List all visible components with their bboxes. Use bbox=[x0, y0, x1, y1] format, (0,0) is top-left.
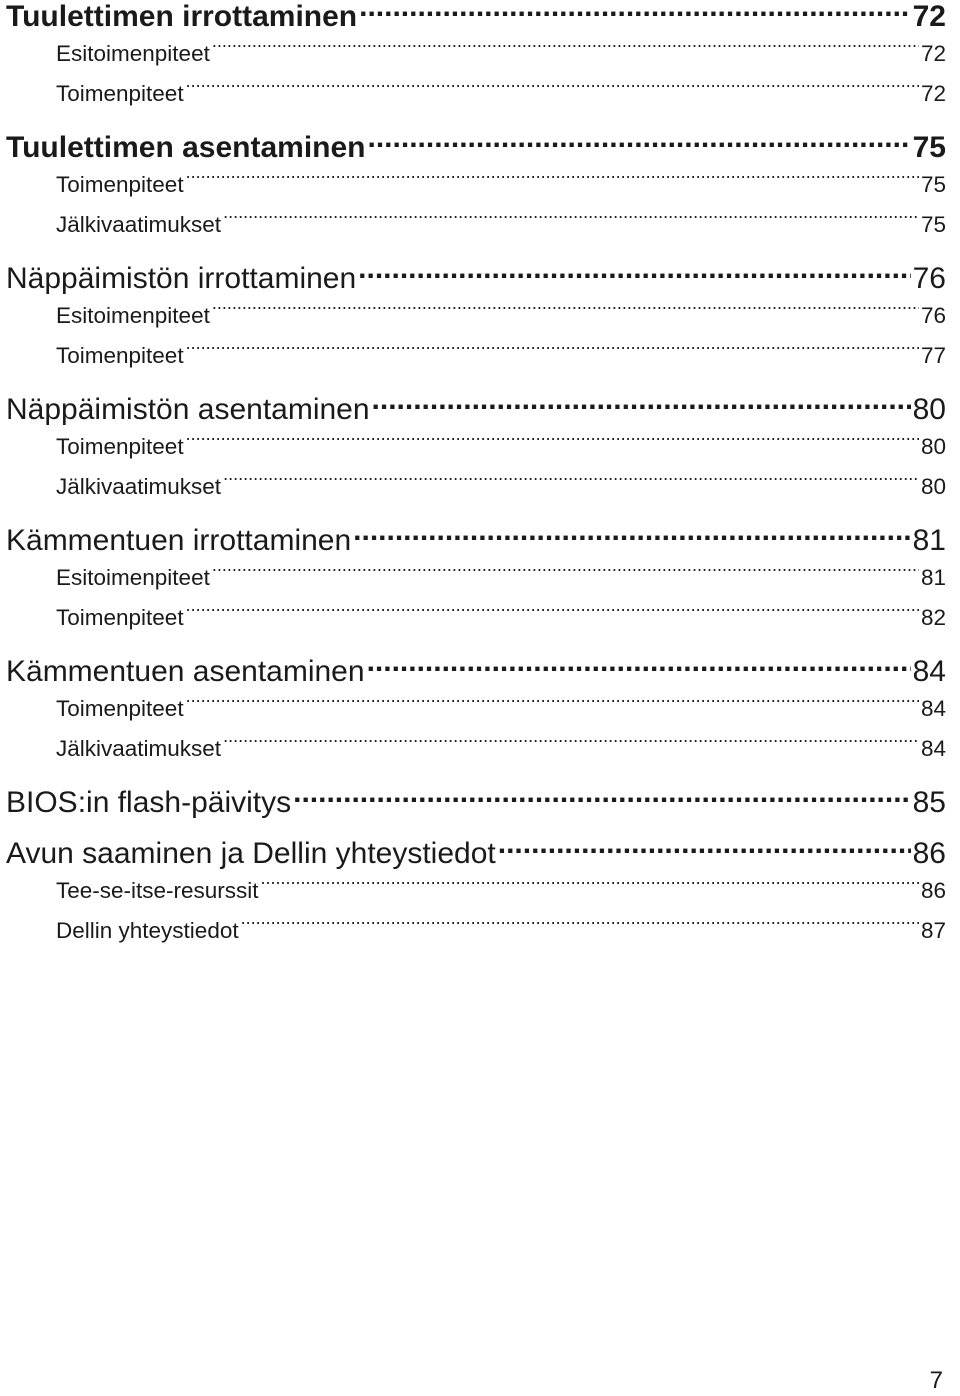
entry-page-number: 86 bbox=[920, 878, 946, 903]
toc-sub-entry[interactable]: Toimenpiteet 77 bbox=[6, 336, 946, 376]
toc-section: Kämmentuen asentaminen84Toimenpiteet84Jä… bbox=[6, 651, 946, 769]
entry-page-number: 81 bbox=[920, 565, 946, 590]
toc-section: BIOS:in flash-päivitys 85 bbox=[6, 782, 946, 820]
toc-chapter-entry[interactable]: Avun saaminen ja Dellin yhteystiedot 86 bbox=[6, 833, 946, 871]
page-number: 7 bbox=[929, 1367, 943, 1394]
toc-chapter-entry[interactable]: Kämmentuen irrottaminen 81 bbox=[6, 520, 946, 558]
entry-title: Toimenpiteet bbox=[56, 696, 184, 721]
toc-sub-entry[interactable]: Esitoimenpiteet 72 bbox=[6, 34, 946, 74]
entry-page-number: 84 bbox=[920, 696, 946, 721]
entry-title: Esitoimenpiteet bbox=[56, 565, 210, 590]
dot-leader bbox=[186, 170, 919, 192]
dot-leader bbox=[186, 79, 919, 101]
dot-leader bbox=[261, 876, 919, 898]
dot-leader bbox=[212, 563, 919, 585]
toc-sub-entry[interactable]: Jälkivaatimukset 75 bbox=[6, 205, 946, 245]
toc-sub-entry[interactable]: Esitoimenpiteet 76 bbox=[6, 296, 946, 336]
dot-leader bbox=[358, 258, 910, 288]
dot-leader bbox=[223, 210, 919, 232]
chapter-title: Näppäimistön asentaminen bbox=[6, 393, 370, 426]
toc-section: Kämmentuen irrottaminen81Esitoimenpiteet… bbox=[6, 520, 946, 638]
chapter-title: Tuulettimen asentaminen bbox=[6, 131, 366, 164]
chapter-title: Kämmentuen asentaminen bbox=[6, 655, 365, 688]
chapter-title: Tuulettimen irrottaminen bbox=[6, 0, 358, 33]
dot-leader bbox=[372, 389, 911, 419]
chapter-page-number: 72 bbox=[912, 0, 946, 33]
chapter-title: Avun saaminen ja Dellin yhteystiedot bbox=[6, 837, 496, 870]
entry-page-number: 76 bbox=[920, 303, 946, 328]
toc-sub-entry[interactable]: Toimenpiteet 84 bbox=[6, 689, 946, 729]
entry-title: Toimenpiteet bbox=[56, 605, 184, 630]
toc-sub-entry[interactable]: Tee-se-itse-resurssit 86 bbox=[6, 871, 946, 911]
dot-leader bbox=[186, 341, 919, 363]
entry-title: Jälkivaatimukset bbox=[56, 736, 222, 761]
toc-sub-entry[interactable]: Jälkivaatimukset 84 bbox=[6, 729, 946, 769]
toc-chapter-entry[interactable]: BIOS:in flash-päivitys 85 bbox=[6, 782, 946, 820]
toc-sub-entry[interactable]: Toimenpiteet 72 bbox=[6, 74, 946, 114]
toc-chapter-entry[interactable]: Tuulettimen irrottaminen 72 bbox=[6, 0, 946, 34]
dot-leader bbox=[241, 916, 919, 938]
chapter-title: BIOS:in flash-päivitys bbox=[6, 786, 292, 819]
table-of-contents: Tuulettimen irrottaminen72Esitoimenpitee… bbox=[6, 0, 946, 968]
entry-title: Jälkivaatimukset bbox=[56, 474, 222, 499]
dot-leader bbox=[186, 432, 919, 454]
entry-title: Tee-se-itse-resurssit bbox=[56, 878, 259, 903]
entry-page-number: 75 bbox=[920, 212, 946, 237]
entry-page-number: 77 bbox=[920, 343, 946, 368]
entry-page-number: 80 bbox=[920, 474, 946, 499]
toc-sub-entry[interactable]: Toimenpiteet 75 bbox=[6, 165, 946, 205]
toc-sub-entry[interactable]: Jälkivaatimukset 80 bbox=[6, 467, 946, 507]
entry-title: Dellin yhteystiedot bbox=[56, 918, 239, 943]
entry-page-number: 75 bbox=[920, 172, 946, 197]
dot-leader bbox=[212, 39, 919, 61]
dot-leader bbox=[353, 520, 910, 550]
dot-leader bbox=[359, 0, 911, 26]
toc-section: Näppäimistön asentaminen 80 Toimenpiteet 80… bbox=[6, 389, 946, 507]
toc-chapter-entry[interactable]: Näppäimistön irrottaminen 76 bbox=[6, 258, 946, 296]
chapter-page-number: 85 bbox=[912, 786, 946, 819]
chapter-title: Näppäimistön irrottaminen bbox=[6, 262, 357, 295]
entry-page-number: 82 bbox=[920, 605, 946, 630]
chapter-page-number: 86 bbox=[912, 837, 946, 870]
entry-page-number: 72 bbox=[920, 41, 946, 66]
entry-page-number: 72 bbox=[920, 81, 946, 106]
chapter-page-number: 80 bbox=[912, 393, 946, 426]
dot-leader bbox=[223, 472, 919, 494]
entry-title: Toimenpiteet bbox=[56, 434, 184, 459]
toc-sub-entry[interactable]: Toimenpiteet 80 bbox=[6, 427, 946, 467]
entry-title: Esitoimenpiteet bbox=[56, 303, 210, 328]
toc-sub-entry[interactable]: Esitoimenpiteet 81 bbox=[6, 558, 946, 598]
chapter-page-number: 84 bbox=[912, 655, 946, 688]
entry-title: Jälkivaatimukset bbox=[56, 212, 222, 237]
entry-page-number: 87 bbox=[920, 918, 946, 943]
entry-page-number: 80 bbox=[920, 434, 946, 459]
dot-leader bbox=[368, 127, 911, 157]
toc-chapter-entry[interactable]: Kämmentuen asentaminen 84 bbox=[6, 651, 946, 689]
dot-leader bbox=[186, 603, 919, 625]
chapter-page-number: 76 bbox=[912, 262, 946, 295]
entry-title: Toimenpiteet bbox=[56, 81, 184, 106]
dot-leader bbox=[212, 301, 919, 323]
dot-leader bbox=[223, 734, 919, 756]
toc-sub-entry[interactable]: Toimenpiteet 82 bbox=[6, 598, 946, 638]
toc-section: Näppäimistön irrottaminen76Esitoimenpite… bbox=[6, 258, 946, 376]
dot-leader bbox=[186, 694, 919, 716]
toc-sub-entry[interactable]: Dellin yhteystiedot 87 bbox=[6, 911, 946, 951]
entry-title: Toimenpiteet bbox=[56, 343, 184, 368]
chapter-title: Kämmentuen irrottaminen bbox=[6, 524, 352, 557]
toc-chapter-entry[interactable]: Näppäimistön asentaminen 80 bbox=[6, 389, 946, 427]
toc-section: Avun saaminen ja Dellin yhteystiedot86Te… bbox=[6, 833, 946, 951]
entry-title: Toimenpiteet bbox=[56, 172, 184, 197]
toc-section: Tuulettimen irrottaminen72Esitoimenpitee… bbox=[6, 0, 946, 114]
dot-leader bbox=[367, 651, 911, 681]
chapter-page-number: 75 bbox=[912, 131, 946, 164]
dot-leader bbox=[498, 833, 911, 863]
entry-title: Esitoimenpiteet bbox=[56, 41, 210, 66]
entry-page-number: 84 bbox=[920, 736, 946, 761]
dot-leader bbox=[293, 782, 911, 812]
toc-chapter-entry[interactable]: Tuulettimen asentaminen 75 bbox=[6, 127, 946, 165]
chapter-page-number: 81 bbox=[912, 524, 946, 557]
toc-section: Tuulettimen asentaminen75Toimenpiteet75J… bbox=[6, 127, 946, 245]
